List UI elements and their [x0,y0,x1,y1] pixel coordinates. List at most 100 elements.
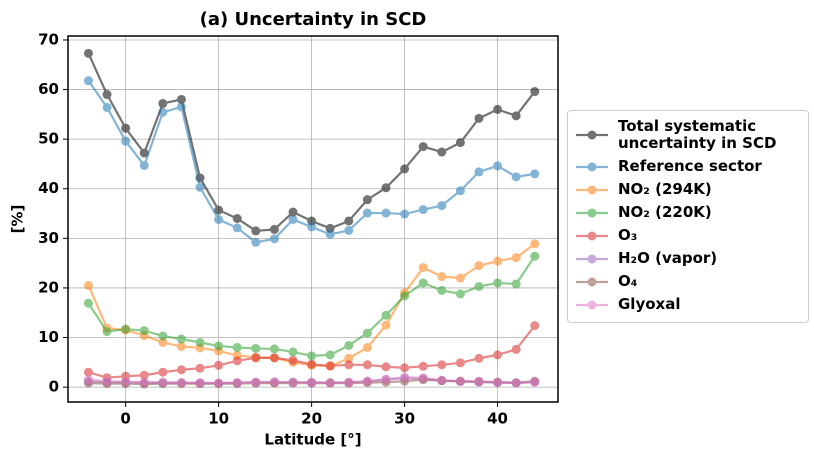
legend-swatch [576,254,608,263]
data-point [139,148,149,158]
data-point [493,377,503,387]
data-point [269,224,279,234]
data-point [307,359,317,369]
data-point [511,253,521,263]
legend-swatch [576,162,608,171]
data-point [325,350,335,360]
data-point [158,377,168,387]
data-point [474,353,484,363]
data-point [121,123,131,133]
data-point [121,377,131,387]
legend-swatch-marker [587,231,597,240]
data-point [288,355,298,365]
x-tick-label: 10 [208,410,229,428]
data-point [511,279,521,289]
data-point [381,208,391,218]
data-point [418,361,428,371]
y-tick-label: 50 [38,130,59,148]
x-tick-label: 0 [120,410,130,428]
data-point [362,360,372,370]
data-point [344,378,354,388]
data-point [232,356,242,366]
data-point [214,360,224,370]
data-point [288,214,298,224]
data-point [344,216,354,226]
data-point [83,48,93,58]
legend-entry: NO₂ (220K) [568,201,808,224]
legend-label: O₄ [618,272,638,290]
data-point [530,87,540,97]
data-point [437,201,447,211]
x-axis-label: Latitude [°] [264,431,361,449]
data-point [269,377,279,387]
data-point [530,169,540,179]
data-point [195,363,205,373]
legend-label: H₂O (vapor) [618,249,718,267]
data-point [83,298,93,308]
legend-swatch [576,231,608,240]
data-point [158,367,168,377]
data-point [455,273,465,283]
data-point [139,377,149,387]
data-point [214,378,224,388]
data-point [176,102,186,112]
data-point [437,285,447,295]
data-point [400,363,410,373]
data-point [437,360,447,370]
x-tick-label: 20 [301,410,322,428]
data-point [455,186,465,196]
data-point [325,229,335,239]
data-point [381,183,391,193]
data-point [139,326,149,336]
data-point [307,222,317,232]
data-point [400,209,410,219]
legend-label: NO₂ (294K) [618,180,712,198]
data-point [158,107,168,117]
legend-entry: NO₂ (294K) [568,178,808,201]
legend-swatch-marker [587,185,597,194]
legend-label: NO₂ (220K) [618,203,712,221]
data-point [251,226,261,236]
data-point [400,164,410,174]
legend-entry: Glyoxal [568,293,808,316]
chart-title: (a) Uncertainty in SCD [200,9,427,30]
data-point [418,263,428,273]
data-point [158,331,168,341]
data-point [251,237,261,247]
legend-swatch-marker [587,208,597,217]
data-point [362,342,372,352]
data-point [325,378,335,388]
data-point [381,320,391,330]
data-point [195,378,205,388]
data-point [474,261,484,271]
data-point [511,378,521,388]
legend-label: O₃ [618,226,638,244]
data-point [474,281,484,291]
y-axis-label: [%] [9,205,27,234]
data-point [381,310,391,320]
data-point [474,167,484,177]
data-point [195,182,205,192]
legend-swatch-marker [587,277,597,286]
data-point [176,378,186,388]
legend-swatch [576,185,608,194]
legend-swatch [576,130,608,140]
data-point [139,370,149,380]
legend-swatch-marker [587,130,597,140]
y-tick-label: 60 [38,80,59,98]
data-point [530,321,540,331]
data-point [400,291,410,301]
legend-swatch [576,300,608,309]
data-point [418,278,428,288]
data-point [176,334,186,344]
data-point [437,375,447,385]
data-point [474,113,484,123]
data-point [362,376,372,386]
data-point [437,147,447,157]
legend-entry: H₂O (vapor) [568,247,808,270]
data-point [232,214,242,224]
data-point [195,337,205,347]
data-point [511,344,521,354]
